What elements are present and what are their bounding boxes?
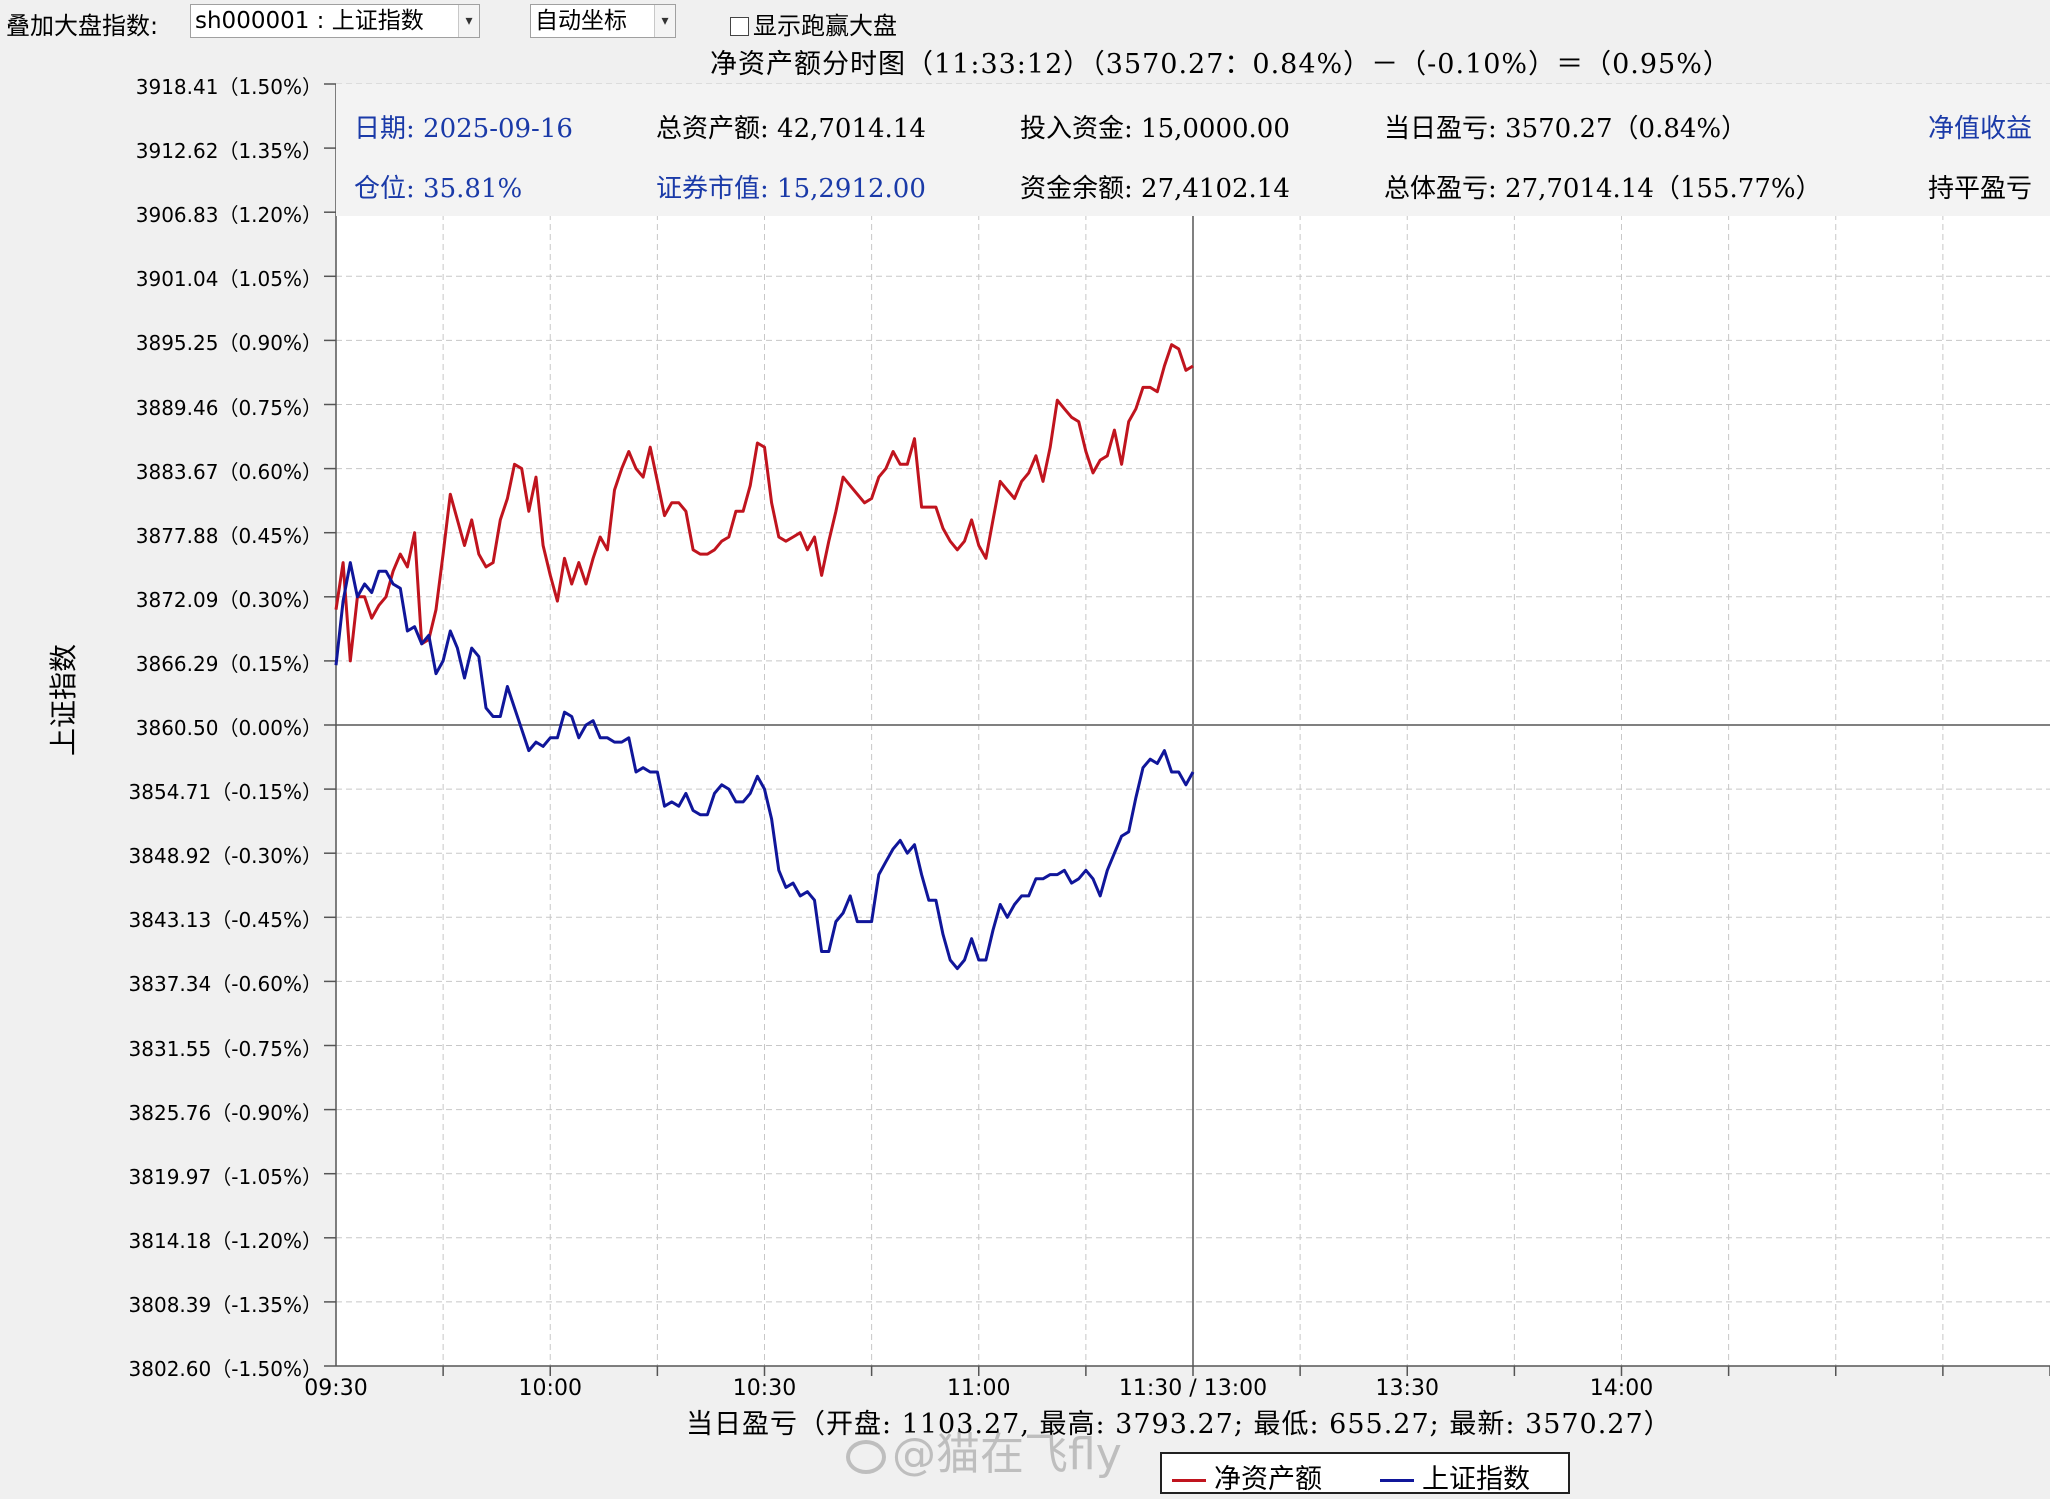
info-daily-pnl: 当日盈亏: 3570.27（0.84%） xyxy=(1384,114,1748,144)
y-tick-label: 3814.18（-1.20%） xyxy=(128,1228,322,1253)
x-tick-label: 10:30 xyxy=(732,1376,797,1401)
series-line-nav xyxy=(334,343,1194,663)
daily-pnl-summary: 当日盈亏（开盘: 1103.27, 最高: 3793.27; 最低: 655.2… xyxy=(686,1409,1672,1440)
y-tick-label: 3906.83（1.20%） xyxy=(135,203,322,228)
watermark-text: @猫在飞fly xyxy=(892,1429,1122,1480)
show-benchmark-checkbox[interactable]: 显示跑赢大盘 xyxy=(730,6,897,41)
series-line-index xyxy=(334,561,1195,971)
legend: 净资产额 上证指数 xyxy=(1160,1452,1570,1496)
chevron-down-icon[interactable]: ▾ xyxy=(654,5,675,37)
legend-label-index: 上证指数 xyxy=(1422,1464,1530,1495)
y-tick-label: 3866.29（0.15%） xyxy=(135,651,322,676)
x-tick-label: 09:30 xyxy=(304,1376,368,1401)
weibo-logo-icon xyxy=(846,1440,886,1474)
checkbox-box[interactable] xyxy=(730,17,749,36)
y-tick-label: 3819.97（-1.05%） xyxy=(128,1164,322,1189)
y-tick-label: 3895.25（0.90%） xyxy=(135,331,322,356)
info-total-assets: 总资产额: 42,7014.14 xyxy=(656,114,926,144)
x-tick-label: 14:00 xyxy=(1589,1376,1654,1401)
info-breakeven: 持平盈亏 xyxy=(1928,174,2033,204)
y-tick-label: 3831.55（-0.75%） xyxy=(128,1036,322,1061)
chart-title: 净资产额分时图（11:33:12）（3570.27：0.84%）－（-0.10%… xyxy=(710,49,1731,80)
y-tick-label: 3848.92（-0.30%） xyxy=(128,844,322,869)
y-tick-label: 3877.88（0.45%） xyxy=(135,523,322,548)
watermark: @猫在飞fly xyxy=(846,1418,1122,1482)
y-tick-label: 3912.62（1.35%） xyxy=(135,139,322,164)
series-lines xyxy=(334,343,1195,971)
y-tick-label: 3872.09（0.30%） xyxy=(135,587,322,612)
axes xyxy=(324,83,2050,1376)
y-tick-label: 3901.04（1.05%） xyxy=(135,267,322,292)
y-tick-label: 3918.41（1.50%） xyxy=(135,75,322,99)
y-tick-label: 3889.46（0.75%） xyxy=(135,395,322,420)
y-tick-label: 3808.39（-1.35%） xyxy=(128,1292,322,1317)
y-tick-label: 3860.50（0.00%） xyxy=(135,716,322,740)
info-nav-return: 净值收益 xyxy=(1928,114,2033,144)
info-panel: 日期: 2025-09-16 仓位: 35.81% 总资产额: 42,7014.… xyxy=(336,84,2050,216)
legend-label-nav: 净资产额 xyxy=(1214,1464,1322,1495)
index-select-value: sh000001 : 上证指数 xyxy=(195,8,424,34)
toolbar: 叠加大盘指数: sh000001 : 上证指数 ▾ 自动坐标 ▾ 显示跑赢大盘 xyxy=(0,0,2050,44)
info-date: 日期: 2025-09-16 xyxy=(354,114,573,144)
y-tick-label: 3843.13（-0.45%） xyxy=(128,908,322,933)
x-tick-label: 10:00 xyxy=(518,1376,582,1401)
legend-line-index xyxy=(1380,1479,1414,1482)
legend-line-nav xyxy=(1172,1479,1206,1482)
y-tick-label: 3883.67（0.60%） xyxy=(135,459,322,484)
index-select[interactable]: sh000001 : 上证指数 ▾ xyxy=(190,4,480,38)
y-tick-label: 3825.76（-0.90%） xyxy=(128,1100,322,1125)
x-tick-label: 11:30 / 13:00 xyxy=(1118,1376,1268,1401)
x-tick-label: 13:30 xyxy=(1375,1376,1439,1401)
y-tick-label: 3802.60（-1.50%） xyxy=(128,1357,322,1381)
coord-select[interactable]: 自动坐标 ▾ xyxy=(530,4,676,38)
legend-item-index: 上证指数 xyxy=(1380,1457,1530,1496)
show-benchmark-label: 显示跑赢大盘 xyxy=(753,12,897,40)
y-tick-label: 3837.34（-0.60%） xyxy=(128,972,322,997)
info-total-pnl: 总体盈亏: 27,7014.14（155.77%） xyxy=(1384,174,1822,204)
chevron-down-icon[interactable]: ▾ xyxy=(458,5,479,37)
info-cash-balance: 资金余额: 27,4102.14 xyxy=(1020,174,1290,204)
coord-select-value: 自动坐标 xyxy=(535,8,627,34)
info-securities-value: 证券市值: 15,2912.00 xyxy=(656,174,926,204)
chart-area xyxy=(324,83,2050,1376)
info-position: 仓位: 35.81% xyxy=(354,174,523,204)
overlay-index-label: 叠加大盘指数: xyxy=(6,12,159,40)
info-invested: 投入资金: 15,0000.00 xyxy=(1020,114,1290,144)
y-axis-title: 上证指数 xyxy=(47,643,81,757)
legend-item-nav: 净资产额 xyxy=(1172,1457,1322,1496)
x-tick-label: 11:00 xyxy=(947,1376,1011,1401)
y-tick-label: 3854.71（-0.15%） xyxy=(128,780,322,805)
